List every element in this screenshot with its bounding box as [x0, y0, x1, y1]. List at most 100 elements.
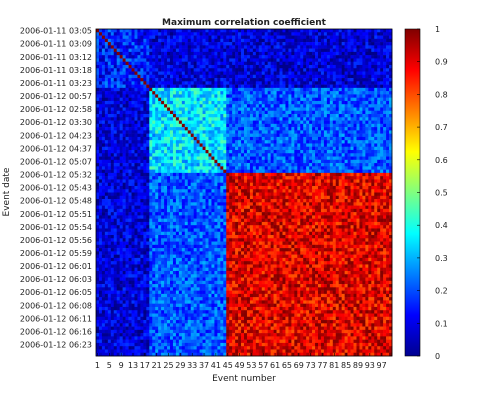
heatmap-cell	[383, 42, 387, 46]
heatmap-cell	[187, 32, 192, 36]
heatmap-cell	[386, 35, 390, 40]
heatmap-cell	[383, 163, 387, 167]
heatmap-cell	[199, 110, 203, 115]
heatmap-cell	[374, 136, 378, 141]
heatmap-cell	[326, 114, 331, 118]
heatmap-cell	[137, 133, 141, 138]
heatmap-cell	[380, 159, 384, 164]
heatmap-cell	[167, 114, 171, 118]
heatmap-cell	[125, 143, 129, 148]
heatmap-cell	[332, 179, 337, 183]
heatmap-cell	[371, 74, 375, 79]
heatmap-cell	[178, 48, 183, 53]
heatmap-cell	[309, 189, 313, 193]
heatmap-cell	[202, 182, 206, 187]
heatmap-cell	[238, 87, 242, 92]
heatmap-cell	[101, 179, 106, 183]
heatmap-cell	[244, 149, 248, 154]
heatmap-cell	[199, 84, 203, 89]
heatmap-cell	[146, 68, 150, 72]
heatmap-cell	[175, 176, 180, 180]
heatmap-cell	[312, 74, 316, 79]
heatmap-cell	[119, 97, 123, 102]
heatmap-cell	[214, 38, 218, 43]
heatmap-cell	[113, 166, 118, 170]
heatmap-cell	[143, 120, 147, 125]
heatmap-cell	[261, 84, 266, 89]
heatmap-cell	[98, 179, 103, 183]
heatmap-cell	[267, 35, 271, 40]
heatmap-cell	[338, 159, 342, 164]
heatmap-cell	[329, 55, 334, 59]
heatmap-cell	[255, 68, 260, 72]
heatmap-cell	[175, 78, 180, 82]
heatmap-cell	[326, 185, 331, 190]
heatmap-cell	[241, 156, 245, 161]
heatmap-cell	[101, 45, 106, 49]
heatmap-cell	[217, 55, 221, 59]
heatmap-cell	[101, 38, 106, 43]
heatmap-cell	[350, 143, 354, 148]
heatmap-cell	[158, 172, 162, 177]
heatmap-cell	[279, 185, 283, 190]
heatmap-cell	[276, 163, 280, 167]
heatmap-cell	[291, 114, 295, 118]
heatmap-cell	[119, 176, 123, 180]
heatmap-cell	[315, 84, 319, 89]
heatmap-cell	[291, 100, 295, 105]
heatmap-cell	[356, 117, 360, 121]
heatmap-cell	[131, 172, 135, 177]
heatmap-cell	[170, 172, 174, 177]
heatmap-cell	[96, 81, 100, 85]
heatmap-cell	[338, 120, 342, 125]
heatmap-cell	[282, 176, 286, 180]
heatmap-cell	[249, 48, 254, 53]
heatmap-cell	[252, 176, 257, 180]
heatmap-cell	[101, 84, 106, 89]
heatmap-cell	[255, 64, 260, 69]
heatmap-cell	[122, 117, 126, 121]
heatmap-cell	[226, 71, 230, 76]
heatmap-cell	[258, 169, 263, 174]
heatmap-cell	[258, 120, 263, 125]
heatmap-cell	[389, 68, 393, 72]
heatmap-cell	[181, 42, 186, 46]
heatmap-cell	[306, 153, 310, 157]
heatmap-cell	[270, 189, 274, 193]
heatmap-cell	[383, 114, 387, 118]
heatmap-cell	[338, 189, 342, 193]
heatmap-cell	[300, 176, 304, 180]
heatmap-cell	[291, 146, 295, 151]
heatmap-cell	[113, 32, 118, 36]
heatmap-cell	[104, 94, 109, 98]
heatmap-cell	[181, 153, 186, 157]
heatmap-cell	[282, 104, 286, 108]
heatmap-cell	[309, 97, 313, 102]
heatmap-cell	[252, 182, 257, 187]
heatmap-cell	[368, 163, 372, 167]
heatmap-cell	[309, 61, 313, 66]
heatmap-cell	[332, 159, 337, 164]
heatmap-cell	[264, 117, 268, 121]
heatmap-cell	[389, 163, 393, 167]
heatmap-cell	[208, 32, 212, 36]
heatmap-cell	[137, 127, 141, 131]
heatmap-cell	[98, 149, 103, 154]
heatmap-cell	[107, 172, 112, 177]
heatmap-cell	[193, 74, 197, 79]
heatmap-cell	[134, 156, 138, 161]
heatmap-cell	[377, 127, 381, 131]
heatmap-cell	[96, 127, 100, 131]
heatmap-cell	[164, 146, 168, 151]
heatmap-cell	[276, 38, 280, 43]
heatmap-cell	[96, 130, 100, 134]
heatmap-cell	[353, 84, 357, 89]
heatmap-cell	[241, 110, 245, 115]
heatmap-cell	[107, 97, 112, 102]
heatmap-cell	[143, 143, 147, 148]
heatmap-cell	[365, 81, 369, 85]
heatmap-cell	[146, 107, 150, 112]
heatmap-cell	[175, 48, 180, 53]
heatmap-cell	[279, 133, 283, 138]
heatmap-cell	[96, 35, 100, 40]
